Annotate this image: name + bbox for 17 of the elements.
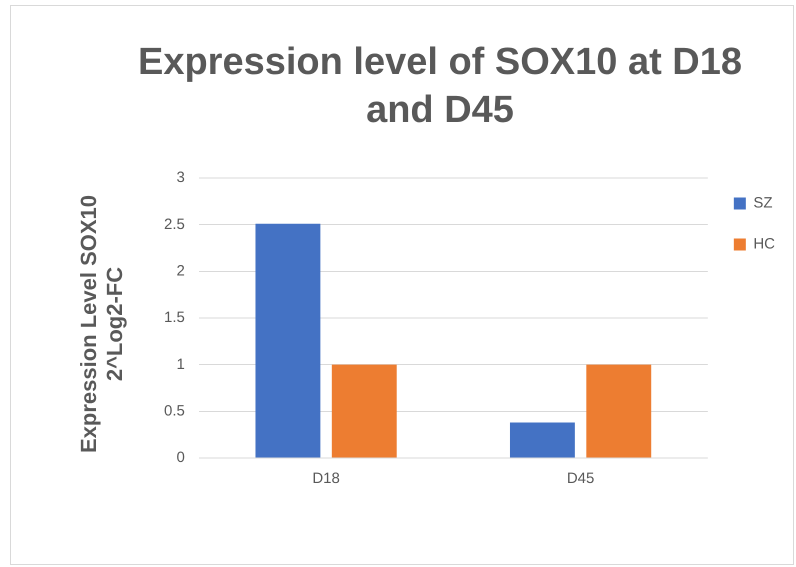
bar <box>255 224 320 458</box>
bar <box>586 364 652 458</box>
y-axis-title: Expression Level SOX10 2^Log2-FC <box>76 194 128 456</box>
legend-label: HC <box>753 236 776 253</box>
chart-title: Expression level of SOX10 at D18 and D45 <box>136 40 744 133</box>
x-tick-label: D45 <box>566 470 594 488</box>
y-tick-label: 1 <box>176 356 185 373</box>
legend-label: SZ <box>753 194 773 212</box>
x-tick-label: D18 <box>312 470 340 488</box>
y-tick-label: 0 <box>176 449 185 466</box>
y-tick-label: 1.5 <box>164 309 185 326</box>
y-tick-label: 0.5 <box>164 402 185 420</box>
y-tick-label: 2.5 <box>164 216 185 233</box>
bar <box>510 422 575 458</box>
y-tick-label: 3 <box>176 169 185 186</box>
bar <box>332 364 397 458</box>
y-tick-label: 2 <box>176 262 185 280</box>
